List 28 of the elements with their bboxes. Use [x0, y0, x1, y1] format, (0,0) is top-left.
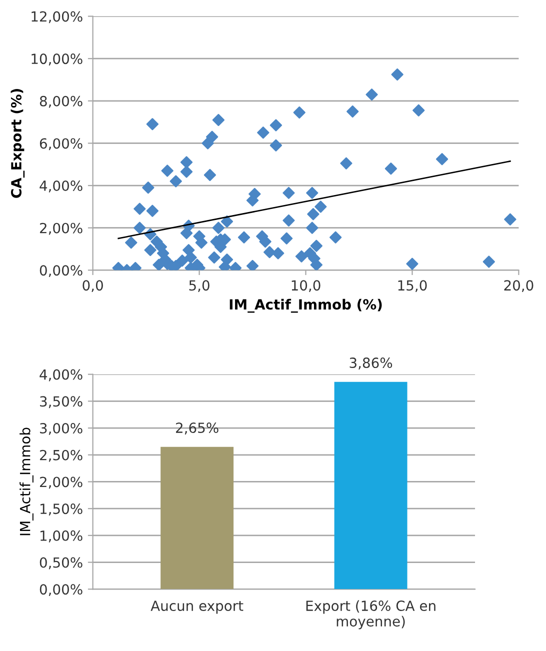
- y-tick-label: 6,00%: [40, 138, 82, 150]
- y-tick-label: 12,00%: [32, 11, 82, 24]
- y-tick-label: 3,00%: [40, 423, 82, 435]
- data-label: 2,65%: [176, 422, 218, 434]
- y-tick-label: 3,50%: [40, 396, 82, 408]
- x-tick-label: 20,0: [504, 280, 534, 292]
- data-label: 3,86%: [350, 358, 392, 370]
- x-tick-label: 5,0: [189, 280, 210, 292]
- x-tick-label: Export (16% CA en moyenne): [306, 600, 436, 630]
- y-tick-label: 0,50%: [40, 557, 82, 570]
- y-tick-label: 0,00%: [40, 584, 82, 596]
- y-tick-label: 1,00%: [40, 530, 82, 542]
- y-tick-label: 0,00%: [40, 265, 82, 278]
- x-tick-label: Aucun export: [150, 600, 244, 614]
- y-tick-label: 8,00%: [40, 96, 82, 108]
- x-tick-label: 10,0: [292, 280, 320, 292]
- x-tick-label: 15,0: [398, 280, 427, 292]
- y-axis-title: IM_Actif_Immob: [20, 428, 34, 536]
- y-tick-label: 2,00%: [40, 476, 82, 489]
- y-tick-label: 4,00%: [40, 369, 82, 382]
- y-tick-label: 10,00%: [32, 54, 82, 66]
- y-tick-label: 2,50%: [40, 450, 82, 462]
- y-tick-label: 2,00%: [40, 222, 82, 235]
- x-tick-label: 0,0: [82, 280, 103, 292]
- y-tick-label: 1,50%: [40, 504, 82, 516]
- x-axis-title: IM_Actif_Immob (%): [230, 298, 382, 313]
- y-axis-title: CA_Export (%): [10, 89, 25, 198]
- y-tick-label: 4,00%: [40, 180, 82, 192]
